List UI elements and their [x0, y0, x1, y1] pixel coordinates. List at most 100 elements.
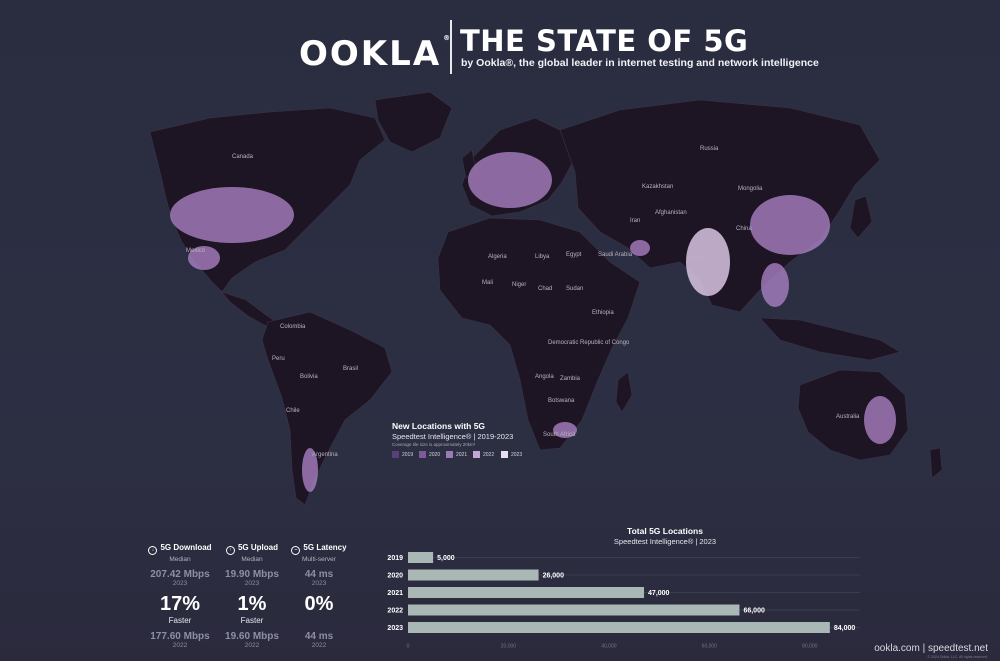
metric-download: ↓ 5G Download Median 207.42 Mbps 2023 17%…: [144, 543, 216, 649]
new-zealand-shape: [929, 447, 943, 479]
ookla-logo: OOKLA ®: [299, 34, 452, 74]
legend-title: New Locations with 5G: [392, 421, 486, 431]
metric-upload-change: 1%: [237, 593, 267, 615]
x-tick-label: 0: [407, 644, 410, 650]
legend-subtitle: Speedtest Intelligence® | 2019-2023: [392, 432, 514, 441]
category-label: 2022: [387, 608, 403, 615]
label-ethiopia: Ethiopia: [592, 310, 614, 316]
metric-latency-2022-year: 2022: [311, 642, 327, 649]
label-south-africa: South Africa: [543, 432, 576, 438]
coverage-southeast-asia: [761, 263, 789, 307]
metric-latency-2022-value: 44 ms: [304, 631, 334, 642]
category-label: 2019: [387, 555, 403, 562]
label-peru: Peru: [272, 356, 285, 362]
metric-download-header: ↓ 5G Download: [144, 543, 216, 555]
metric-latency: –5G Latency Multi-server 44 ms 2023 0% 4…: [283, 543, 355, 649]
legend-label: 2022: [483, 451, 495, 458]
label-zambia: Zambia: [560, 376, 581, 382]
metric-upload-2022-year: 2022: [244, 642, 260, 649]
metric-upload-header: ↑ 5G Upload: [216, 543, 288, 555]
south-america-shape: [261, 311, 393, 506]
japan-shape: [849, 195, 873, 239]
metric-latency-2023-value: 44 ms: [304, 569, 334, 580]
label-bolivia: Bolivia: [300, 374, 318, 380]
metric-upload-2022-value: 19.60 Mbps: [225, 631, 279, 642]
legend-item-2021: 2021: [446, 451, 467, 458]
southeast-asia-islands-shape: [759, 317, 901, 361]
label-algeria: Algeria: [488, 254, 507, 260]
x-tick-label: 80,000: [802, 644, 818, 650]
metric-download-sub: Median: [169, 556, 191, 563]
legend-item-2020: 2020: [419, 451, 440, 458]
label-brasil: Brasil: [343, 366, 358, 372]
label-argentina: Argentina: [312, 452, 338, 458]
asia-shape: [559, 99, 881, 313]
legend-swatch: [473, 451, 480, 458]
metric-latency-change: 0%: [304, 593, 334, 615]
label-dr-congo: Democratic Republic of Congo: [548, 340, 630, 346]
bar-chart-title: Total 5G Locations: [627, 526, 703, 536]
category-label: 2021: [387, 590, 403, 597]
legend-label: 2019: [402, 451, 414, 458]
logo-text: OOKLA: [299, 34, 442, 74]
bar: [408, 604, 740, 616]
bar-value-label: 26,000: [543, 573, 565, 580]
label-colombia: Colombia: [280, 324, 306, 330]
legend-label: 2023: [511, 451, 523, 458]
label-russia: Russia: [700, 146, 719, 152]
page-title: THE STATE OF 5G: [460, 24, 749, 58]
coverage-south-africa: [553, 422, 577, 438]
bar: [408, 569, 539, 581]
metric-upload: ↑ 5G Upload Median 19.90 Mbps 2023 1% Fas…: [216, 543, 288, 649]
x-tick-label: 40,000: [601, 644, 617, 650]
coverage-gulf: [630, 240, 650, 256]
metric-download-change: 17%: [159, 593, 201, 615]
category-label: 2020: [387, 573, 403, 580]
x-tick-label: 20,000: [501, 644, 517, 650]
metric-upload-sub: Median: [241, 556, 263, 563]
continents: [149, 91, 943, 506]
label-mongolia: Mongolia: [738, 186, 763, 192]
central-america-shape: [221, 291, 277, 327]
header-divider: [450, 20, 452, 74]
logo-registered-mark: ®: [443, 34, 453, 42]
legend-swatch: [419, 451, 426, 458]
metric-download-2023-value: 207.42 Mbps: [150, 569, 210, 580]
category-label: 2023: [387, 625, 403, 632]
bar: [408, 587, 645, 598]
metric-latency-2023-year: 2023: [311, 580, 327, 587]
metric-download-2022-year: 2022: [172, 642, 188, 649]
metric-download-2023-year: 2023: [172, 580, 188, 587]
legend-swatch: [392, 451, 399, 458]
metric-latency-title: 5G Latency: [303, 543, 347, 552]
greenland-shape: [374, 91, 453, 153]
legend-item-2023: 2023: [501, 451, 522, 458]
label-niger: Niger: [512, 282, 526, 288]
country-labels: Canada Russia Kazakhstan Mongolia China …: [186, 146, 860, 458]
label-sudan: Sudan: [566, 286, 583, 292]
label-libya: Libya: [535, 254, 550, 260]
label-mali: Mali: [482, 280, 493, 286]
label-afghanistan: Afghanistan: [655, 210, 687, 216]
metric-download-title: 5G Download: [160, 543, 212, 552]
label-iran: Iran: [630, 218, 640, 224]
coverage-chile-argentina: [302, 448, 318, 492]
metric-download-change-label: Faster: [168, 616, 192, 625]
madagascar-shape: [615, 371, 633, 413]
footer-site-links: ookla.com | speedtest.net: [874, 643, 988, 654]
label-india: India: [690, 256, 704, 262]
metric-upload-2023-value: 19.90 Mbps: [225, 569, 279, 580]
coverage-mexico: [188, 246, 220, 270]
coverage-europe: [468, 152, 552, 208]
bar: [408, 622, 830, 633]
label-chile: Chile: [286, 408, 300, 414]
legend-swatch: [446, 451, 453, 458]
label-chad: Chad: [538, 286, 552, 292]
world-5g-map: Canada Russia Kazakhstan Mongolia China …: [149, 91, 943, 506]
coverage-india: [686, 228, 730, 296]
legend-swatch: [501, 451, 508, 458]
label-kazakhstan: Kazakhstan: [642, 184, 673, 190]
legend-item-2022: 2022: [473, 451, 494, 458]
x-tick-label: 60,000: [702, 644, 718, 650]
bar-value-label: 47,000: [648, 590, 670, 597]
